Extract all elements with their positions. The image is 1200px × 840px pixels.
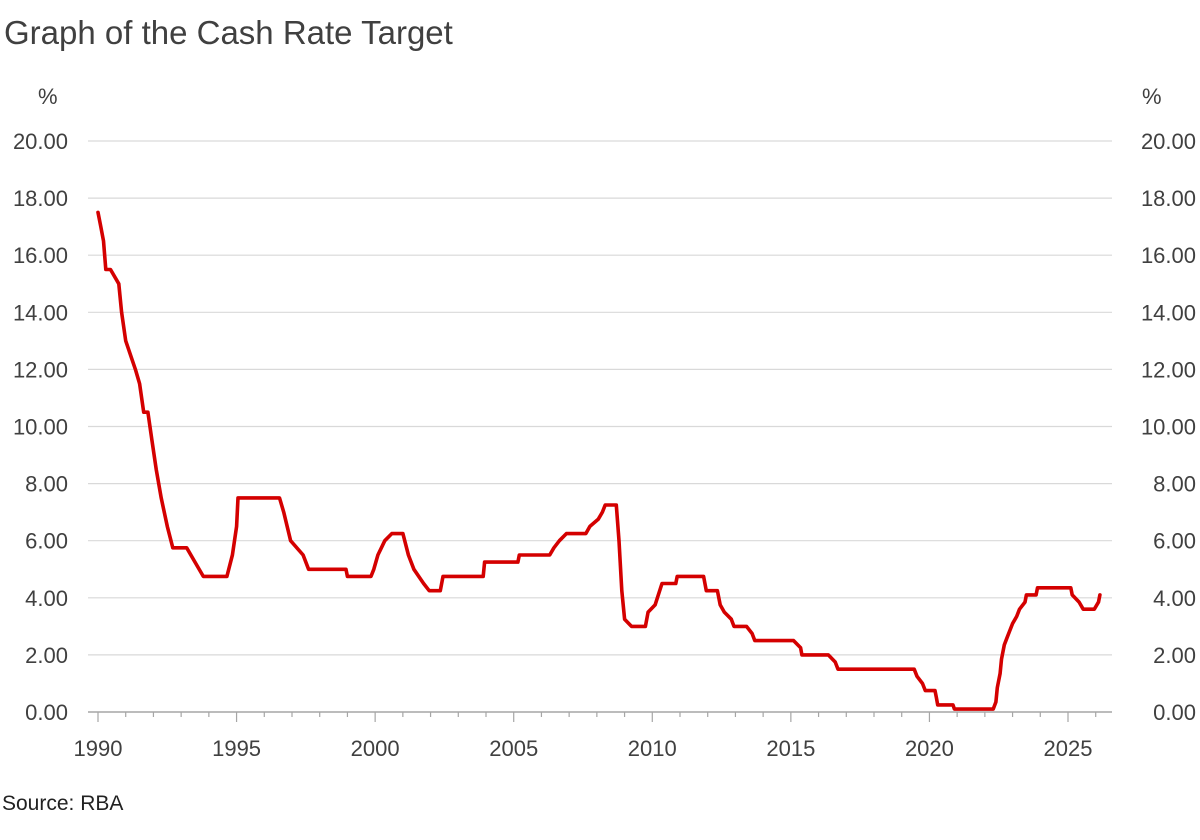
right-y-tick-label: 12.00 <box>1141 357 1196 382</box>
right-y-tick-label: 6.00 <box>1153 529 1196 554</box>
left-y-tick-label: 18.00 <box>13 186 68 211</box>
right-y-tick-label: 20.00 <box>1141 129 1196 154</box>
chart-title: Graph of the Cash Rate Target <box>4 14 453 51</box>
left-y-tick-label: 4.00 <box>25 586 68 611</box>
left-y-tick-label: 0.00 <box>25 700 68 725</box>
right-y-tick-label: 14.00 <box>1141 300 1196 325</box>
gridlines <box>88 140 1112 656</box>
series-group <box>96 210 1102 711</box>
right-y-tick-label: 16.00 <box>1141 243 1196 268</box>
right-unit-label: % <box>1142 84 1162 109</box>
left-y-tick-label: 8.00 <box>25 472 68 497</box>
left-unit-label: % <box>38 84 58 109</box>
right-y-tick-label: 0.00 <box>1153 700 1196 725</box>
series-line-cash-rate <box>96 210 1102 711</box>
right-y-tick-label: 10.00 <box>1141 415 1196 440</box>
x-tick-label: 1995 <box>212 736 261 761</box>
x-tick-label: 1990 <box>74 736 123 761</box>
left-y-axis-ticks: 0.00 2.00 4.00 6.00 8.00 10.00 12.00 14.00 16.00… <box>13 129 68 725</box>
left-y-tick-label: 2.00 <box>25 643 68 668</box>
x-axis: 1990 1995 2000 2005 2010 2015 2020 2025 <box>74 711 1112 761</box>
left-y-tick-label: 6.00 <box>25 529 68 554</box>
x-tick-label: 2020 <box>905 736 954 761</box>
left-y-tick-label: 12.00 <box>13 357 68 382</box>
x-tick-label: 2025 <box>1044 736 1093 761</box>
left-y-tick-label: 14.00 <box>13 300 68 325</box>
x-tick-label: 2000 <box>351 736 400 761</box>
x-tick-label: 2015 <box>766 736 815 761</box>
right-y-tick-label: 8.00 <box>1153 472 1196 497</box>
left-y-tick-label: 20.00 <box>13 129 68 154</box>
x-tick-label: 2005 <box>489 736 538 761</box>
source-note: Source: RBA <box>2 792 124 815</box>
right-y-tick-label: 4.00 <box>1153 586 1196 611</box>
right-y-axis-ticks: 0.00 2.00 4.00 6.00 8.00 10.00 12.00 14.00 16.00… <box>1141 129 1196 725</box>
left-y-tick-label: 16.00 <box>13 243 68 268</box>
right-y-tick-label: 18.00 <box>1141 186 1196 211</box>
x-tick-label: 2010 <box>628 736 677 761</box>
left-y-tick-label: 10.00 <box>13 415 68 440</box>
right-y-tick-label: 2.00 <box>1153 643 1196 668</box>
